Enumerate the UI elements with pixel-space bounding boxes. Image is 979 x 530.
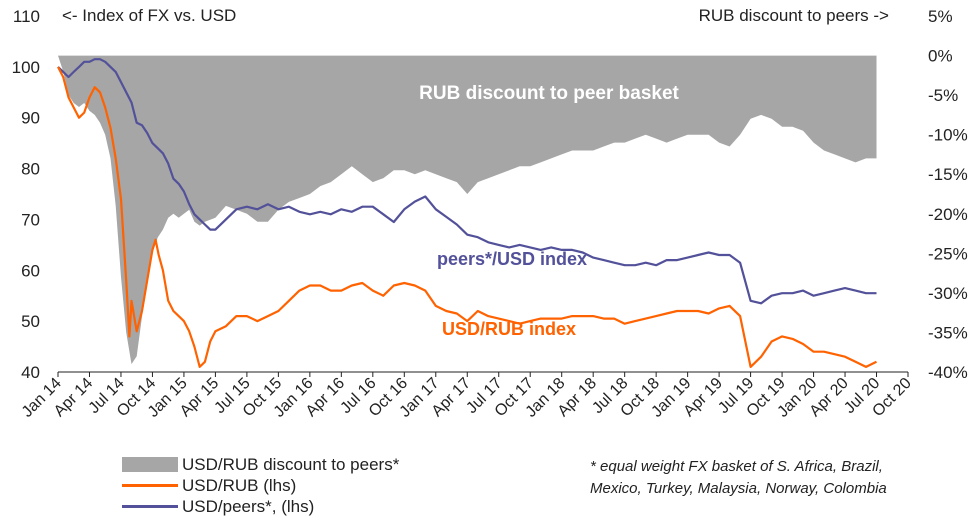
footnote-line-1: * equal weight FX basket of S. Africa, B… — [590, 458, 883, 475]
y-left-tick-label: 50 — [21, 312, 40, 331]
left-axis-title: <- Index of FX vs. USD — [62, 6, 237, 25]
peers-line — [57, 58, 877, 305]
y-left-tick-label: 90 — [21, 109, 40, 128]
legend-item-peers: USD/peers*, (lhs) — [122, 496, 399, 517]
tick-layer — [57, 372, 909, 377]
legend-label-peers: USD/peers*, (lhs) — [182, 496, 315, 516]
y-left-tick-label: 40 — [21, 363, 40, 382]
right-axis-title: RUB discount to peers -> — [698, 6, 889, 25]
y-left-tick-label: 70 — [21, 210, 40, 229]
y-right-tick-label: 5% — [928, 7, 953, 26]
y-right-tick-label: -30% — [928, 284, 968, 303]
y-right-tick-label: -5% — [928, 86, 958, 105]
legend: USD/RUB discount to peers* USD/RUB (lhs)… — [122, 454, 399, 517]
y-right-tick-label: -10% — [928, 126, 968, 145]
legend-item-rub: USD/RUB (lhs) — [122, 475, 399, 496]
annotation-rub: USD/RUB index — [442, 319, 576, 339]
y-left-tick-label: 80 — [21, 160, 40, 179]
y-left-tick-label: 100 — [12, 58, 40, 77]
y-right-tick-label: -25% — [928, 244, 968, 263]
legend-label-discount: USD/RUB discount to peers* — [182, 454, 400, 474]
y-left-tick-label: 60 — [21, 261, 40, 280]
legend-swatch-peers — [122, 505, 178, 508]
y-right-tick-label: 0% — [928, 47, 953, 66]
legend-item-discount: USD/RUB discount to peers* — [122, 454, 399, 475]
annotation-peers: peers*/USD index — [437, 249, 587, 269]
footnote: * equal weight FX basket of S. Africa, B… — [590, 456, 887, 500]
annotation-discount: RUB discount to peer basket — [419, 83, 679, 104]
y-right-tick-label: -40% — [928, 363, 968, 382]
line-layer — [57, 58, 877, 368]
y-right-tick-label: -20% — [928, 205, 968, 224]
discount-area — [58, 55, 877, 365]
footnote-line-2: Mexico, Turkey, Malaysia, Norway, Colomb… — [590, 480, 887, 497]
discount-area-layer — [58, 55, 877, 365]
y-right-tick-label: -15% — [928, 165, 968, 184]
legend-swatch-discount — [122, 457, 178, 472]
y-left-tick-label: 110 — [13, 7, 40, 26]
y-right-tick-label: -35% — [928, 323, 968, 342]
rub-line — [57, 66, 877, 368]
legend-label-rub: USD/RUB (lhs) — [182, 475, 297, 495]
legend-swatch-rub — [122, 484, 178, 487]
